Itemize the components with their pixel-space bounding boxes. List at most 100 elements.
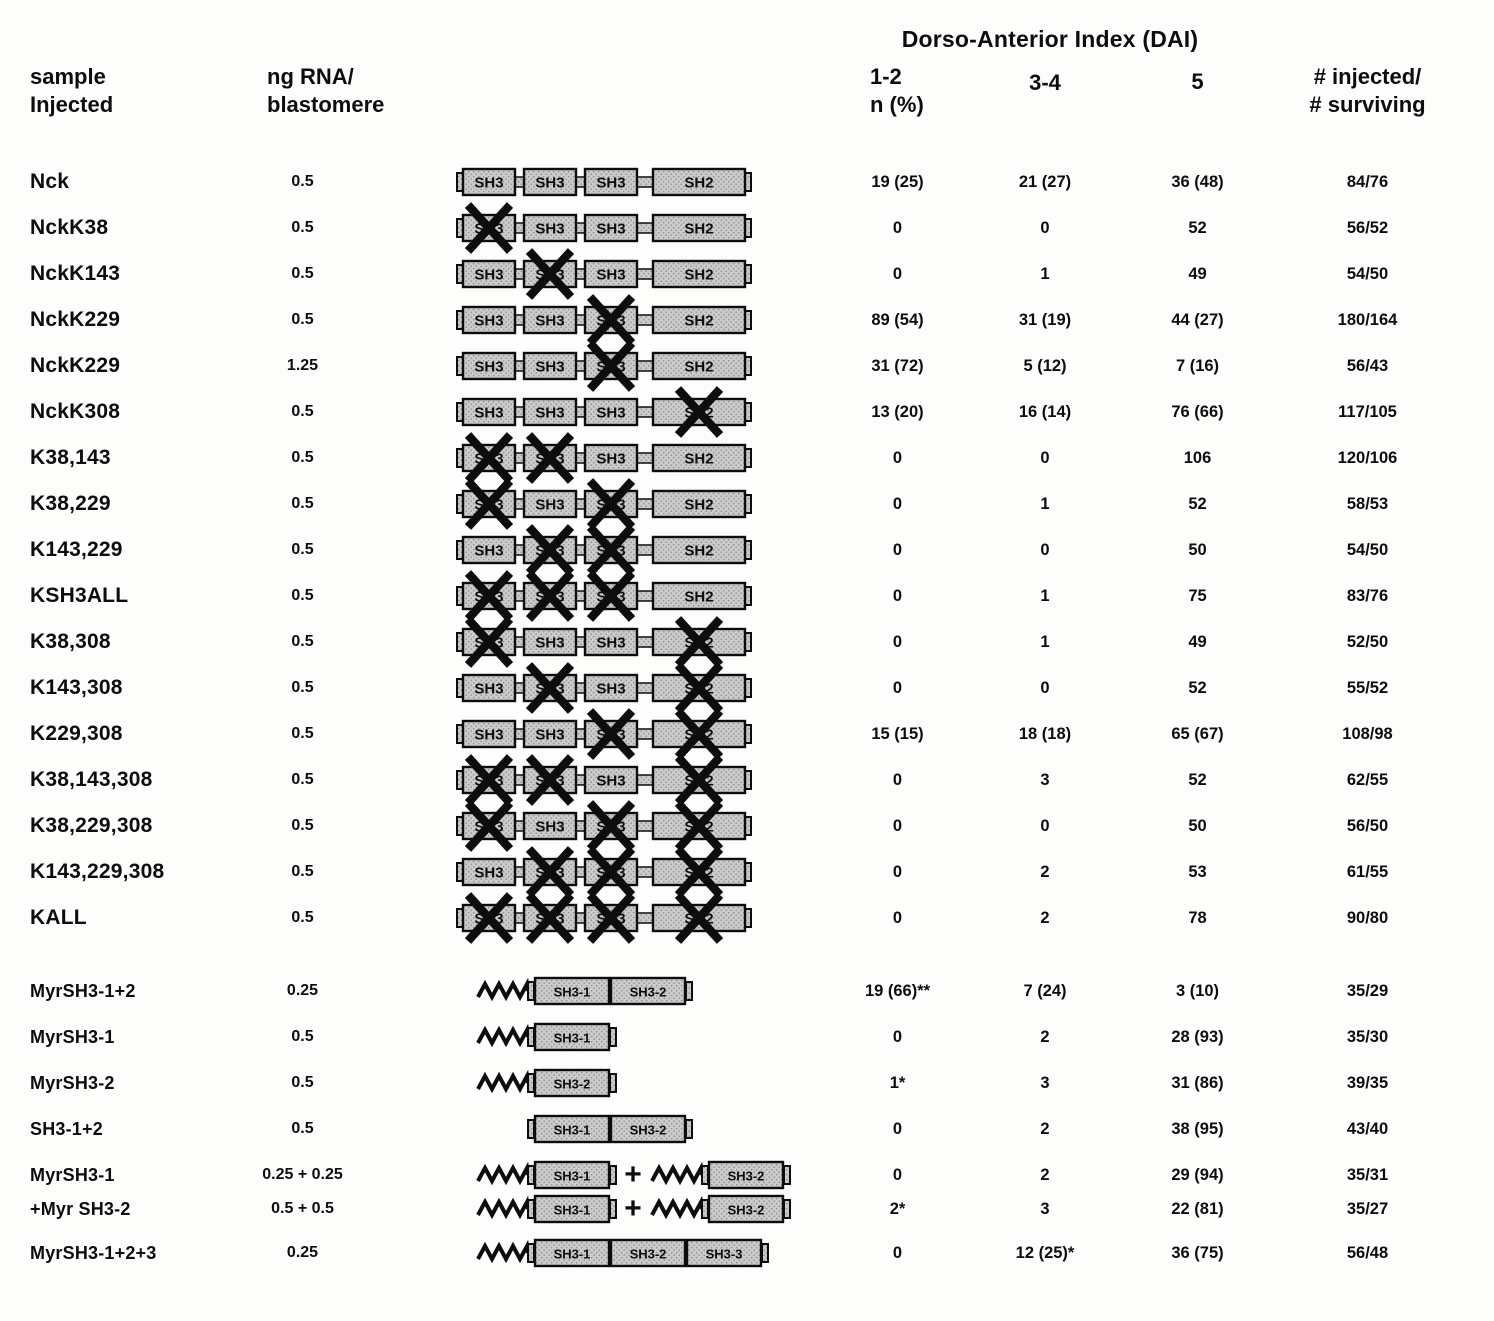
rna-amount: 0.5	[291, 449, 314, 466]
table-row: Nck 0.5 SH3 SH3 SH3 SH2 19 (25) 21 (27) 36 (48) 8…	[25, 158, 1494, 204]
dai-1-2-value: 89 (54)	[871, 310, 924, 329]
dai-1-2-value: 0	[892, 770, 903, 789]
construct-diagram: SH3-1 SH3-2	[360, 967, 830, 1015]
column-headers: sample Injected ng RNA/ blastomere 1-2 n…	[25, 63, 1494, 118]
dai-3-4-value: 12 (25)*	[1015, 1243, 1075, 1262]
svg-text:SH3: SH3	[535, 497, 564, 514]
rna-amount: 0.5	[291, 403, 314, 420]
injected-surviving-value: 35/30	[1346, 1027, 1389, 1046]
dai-1-2-value: 19 (66)**	[864, 981, 931, 1000]
dai-3-4-value: 2	[1040, 1027, 1050, 1046]
dai-1-2-value: 0	[892, 816, 903, 835]
svg-text:SH3: SH3	[474, 405, 503, 422]
dai-3-4-value: 1	[1040, 632, 1050, 651]
svg-text:SH3: SH3	[596, 773, 625, 790]
injected-surviving-value: 54/50	[1346, 264, 1389, 283]
svg-text:SH3: SH3	[596, 267, 625, 284]
dai-3-4-value: 18 (18)	[1018, 724, 1072, 743]
dai-3-4-value: 21 (27)	[1018, 172, 1072, 191]
svg-text:SH3: SH3	[596, 221, 625, 238]
sample-label: K38,143	[30, 446, 111, 469]
dai-1-2-value: 0	[892, 862, 903, 881]
col-header-dai-1-2: 1-2 n (%)	[870, 64, 924, 117]
sample-label: K143,308	[30, 676, 123, 699]
injected-surviving-value: 56/48	[1346, 1243, 1389, 1262]
table-row: MyrSH3-1 0.25 + 0.25 SH3-1 + SH3-2 0 2 29 (94) 3…	[25, 1151, 1494, 1191]
sample-label: K38,229,308	[30, 814, 153, 837]
injected-surviving-value: 35/27	[1346, 1199, 1389, 1218]
svg-text:SH3-1: SH3-1	[554, 1169, 591, 1184]
svg-text:SH3-1: SH3-1	[554, 1247, 591, 1262]
construct-diagram: SH3-1 + SH3-2	[360, 1185, 830, 1233]
injected-surviving-value: 90/80	[1346, 908, 1389, 927]
dai-1-2-value: 1*	[889, 1073, 906, 1092]
dai-3-4-value: 0	[1040, 540, 1050, 559]
svg-text:SH3: SH3	[535, 405, 564, 422]
sample-label: KALL	[30, 906, 87, 929]
dai-5-value: 52	[1188, 494, 1207, 513]
dai-3-4-value: 0	[1040, 448, 1050, 467]
rna-amount: 0.5 + 0.5	[271, 1200, 334, 1217]
svg-text:SH3-1: SH3-1	[554, 1123, 591, 1138]
svg-text:SH3-1: SH3-1	[554, 985, 591, 1000]
svg-text:SH3: SH3	[596, 175, 625, 192]
rna-amount: 0.5	[291, 587, 314, 604]
dai-5-value: 49	[1188, 264, 1207, 283]
svg-text:SH3: SH3	[535, 359, 564, 376]
injected-surviving-value: 180/164	[1337, 310, 1398, 329]
svg-text:SH3-2: SH3-2	[554, 1077, 591, 1092]
svg-text:SH3: SH3	[596, 405, 625, 422]
svg-text:SH3: SH3	[596, 451, 625, 468]
dai-5-value: 65 (67)	[1171, 724, 1224, 743]
col-header-sample: sample Injected	[30, 64, 114, 117]
svg-text:SH3: SH3	[474, 175, 503, 192]
table-row: SH3-1+2 0.5 SH3-1 SH3-2 0 2 38 (95) 43/40	[25, 1105, 1494, 1151]
rna-amount: 0.25 + 0.25	[262, 1166, 343, 1183]
sample-label: +Myr SH3-2	[30, 1198, 131, 1219]
dai-3-4-value: 7 (24)	[1023, 981, 1067, 1000]
dai-1-2-value: 15 (15)	[871, 724, 924, 743]
dai-1-2-value: 31 (72)	[871, 356, 924, 375]
rna-amount: 0.5	[291, 173, 314, 190]
dai-5-value: 3 (10)	[1175, 981, 1220, 1000]
dai-3-4-value: 2	[1040, 1165, 1050, 1184]
col-header-injected-surviving: # injected/ # surviving	[1309, 64, 1426, 117]
rna-amount: 0.5	[291, 1120, 314, 1137]
svg-text:SH3: SH3	[474, 313, 503, 330]
sample-label: NckK229	[30, 308, 121, 331]
rna-amount: 0.25	[286, 1244, 319, 1261]
svg-text:SH3: SH3	[474, 681, 503, 698]
construct-diagram: SH3-2	[360, 1059, 830, 1107]
dai-3-4-value: 2	[1040, 908, 1050, 927]
svg-text:SH2: SH2	[684, 589, 713, 606]
dai-3-4-value: 0	[1040, 678, 1050, 697]
sample-label: MyrSH3-1	[30, 1164, 115, 1185]
rna-amount: 0.5	[291, 725, 314, 742]
rna-amount: 0.5	[291, 495, 314, 512]
col-header-dai-5: 5	[1191, 69, 1204, 94]
rna-amount: 0.5	[291, 265, 314, 282]
dai-5-value: 75	[1188, 586, 1207, 605]
injected-surviving-value: 58/53	[1346, 494, 1389, 513]
svg-text:SH2: SH2	[684, 359, 713, 376]
dai-1-2-value: 0	[892, 632, 903, 651]
rna-amount: 0.5	[291, 909, 314, 926]
sample-label: Nck	[30, 170, 70, 193]
construct-diagram: SH3-1	[360, 1013, 830, 1061]
rna-amount: 0.5	[291, 541, 314, 558]
col-header-rna: ng RNA/ blastomere	[267, 64, 385, 117]
svg-text:SH3-1: SH3-1	[554, 1031, 591, 1046]
dai-1-2-value: 0	[892, 264, 903, 283]
